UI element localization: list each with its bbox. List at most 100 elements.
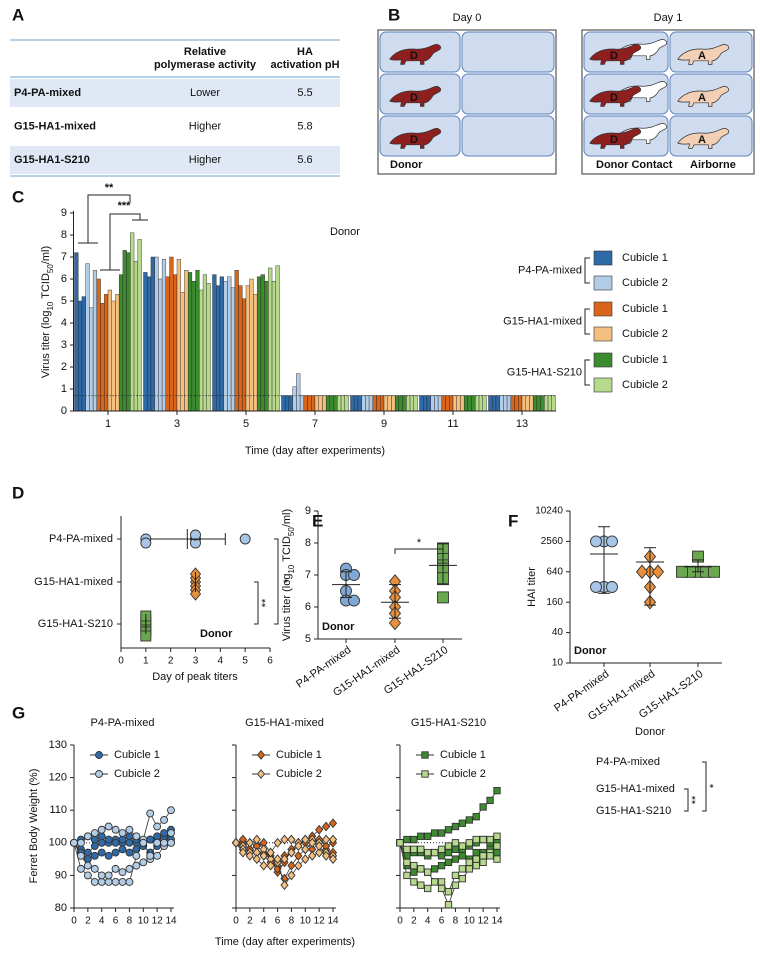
cage-label: Donor (390, 159, 423, 171)
point (430, 865, 439, 873)
x-tick-label: 4 (218, 656, 224, 667)
x-tick-label: 12 (478, 916, 490, 927)
cell: Higher (189, 120, 222, 132)
x-axis-label: Day of peak titers (152, 671, 238, 683)
axis-label-part: 10 (287, 564, 296, 573)
axis-label-part: 50 (46, 264, 55, 273)
point (245, 837, 254, 848)
bar (147, 276, 152, 412)
bar (492, 395, 497, 412)
day-title: Day 0 (453, 12, 482, 24)
point (403, 858, 411, 867)
bar (296, 373, 301, 412)
x-tick-label: 1 (105, 418, 111, 430)
bar (357, 395, 362, 412)
bar (394, 395, 400, 412)
point (280, 880, 289, 891)
point (437, 878, 446, 886)
axis-label-part: TCID (40, 273, 52, 302)
x-tick-label: 4 (425, 916, 431, 927)
y-tick-label: 110 (49, 804, 67, 816)
column-header: Relative (184, 46, 226, 58)
legend-label: Cubicle 1 (622, 252, 668, 264)
point (444, 842, 453, 850)
bar (268, 267, 273, 412)
point (651, 564, 665, 580)
point (118, 829, 127, 837)
point (451, 839, 460, 847)
significance: ** (105, 182, 114, 194)
bar (471, 395, 476, 412)
annotation: Donor (635, 726, 665, 738)
point (294, 850, 303, 861)
bar (307, 395, 312, 412)
point (388, 615, 402, 631)
point (153, 838, 162, 847)
ferret-tag: D (610, 134, 618, 146)
legend-label: Cubicle 2 (440, 768, 486, 780)
bar (368, 395, 374, 412)
bar (227, 276, 232, 412)
point (472, 855, 480, 863)
bar (449, 395, 454, 412)
category-label: P4-PA-mixed (49, 533, 113, 545)
significance: * (282, 578, 294, 583)
bar (202, 274, 207, 412)
point (104, 822, 113, 831)
bar (536, 395, 541, 412)
point (465, 865, 473, 873)
point (308, 837, 317, 848)
x-tick-label: 12 (314, 916, 326, 927)
bar (387, 395, 392, 412)
point (160, 816, 169, 824)
legend-label: Cubicle 1 (622, 303, 668, 315)
axis-label: Virus titer (log10 TCID50/ml) (281, 509, 296, 641)
point (118, 845, 127, 854)
row-label: P4-PA-mixed (14, 87, 81, 99)
point (111, 877, 120, 886)
legend-swatch (593, 326, 613, 342)
point (444, 826, 453, 834)
bar (337, 395, 342, 412)
point (328, 854, 338, 865)
y-tick-label: 90 (55, 869, 67, 881)
point (245, 850, 254, 861)
point (315, 841, 324, 851)
point (125, 838, 134, 847)
row-shade (10, 79, 340, 107)
bar (518, 395, 523, 412)
bracket (394, 548, 444, 554)
bar (540, 395, 545, 412)
point (231, 837, 241, 848)
axis-label-part: /ml) (40, 246, 52, 264)
y-axis-label: HAI titer (526, 567, 538, 607)
point (273, 854, 282, 865)
legend-label: Cubicle 2 (114, 768, 160, 780)
row-label: G15-HA1-S210 (14, 154, 90, 166)
bar (463, 395, 469, 412)
legend-label: Cubicle 1 (114, 749, 160, 761)
point (153, 832, 162, 841)
point (160, 838, 169, 847)
x-tick-label: 6 (267, 656, 273, 667)
point (430, 848, 439, 857)
x-axis-label: Time (day after experiments) (215, 936, 355, 948)
y-tick-label: 640 (546, 566, 563, 577)
point (458, 875, 467, 883)
significance: ** (690, 795, 702, 804)
point (97, 832, 106, 841)
point (451, 855, 460, 863)
point (444, 848, 453, 857)
bar (104, 294, 109, 412)
x-tick-label: 7 (312, 418, 318, 430)
point (321, 834, 331, 845)
point (301, 844, 310, 855)
y-tick-label: 10240 (535, 506, 563, 517)
point (472, 861, 480, 870)
bar (256, 276, 262, 412)
point (321, 821, 331, 832)
point (125, 832, 134, 841)
cell: Lower (190, 87, 220, 99)
point (486, 835, 494, 844)
